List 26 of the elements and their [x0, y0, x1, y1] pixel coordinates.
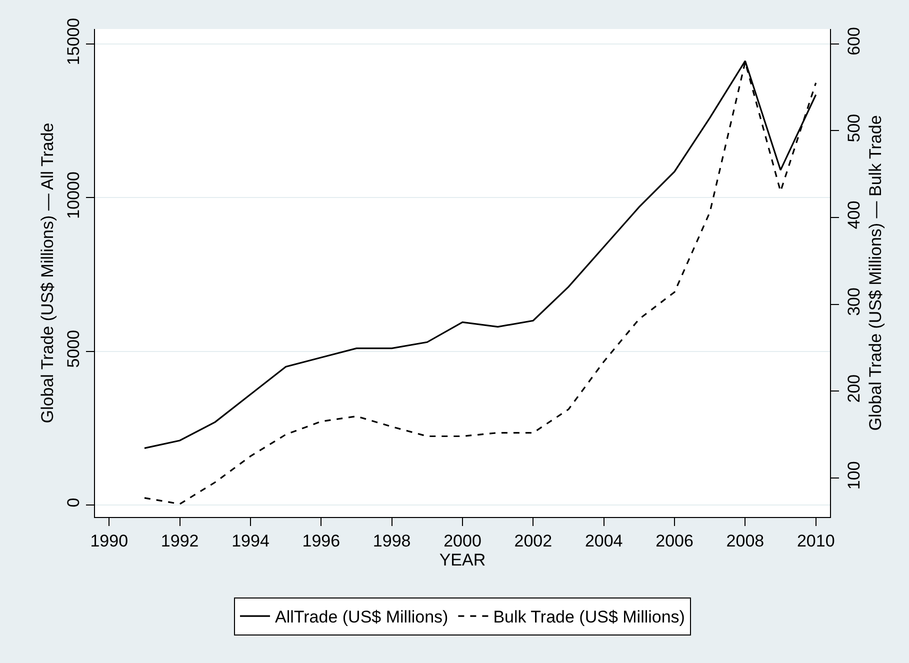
x-tick-label: 2008	[726, 531, 764, 550]
x-tick-label: 2004	[584, 531, 623, 550]
x-axis-title: YEAR	[439, 550, 486, 570]
y2-tick-label: 100	[844, 461, 864, 490]
x-tick-label: 1994	[232, 531, 270, 550]
x-tick-label: 2002	[514, 531, 552, 550]
y-tick-label: 0	[64, 498, 84, 508]
legend-label: Bulk Trade (US$ Millions)	[493, 608, 685, 627]
y-tick-label: 15000	[64, 18, 84, 66]
x-tick-label: 2006	[656, 531, 694, 550]
x-tick-label: 2000	[444, 531, 482, 550]
x-tick-label: 1990	[90, 531, 128, 550]
y-axis-title: Global Trade (US$ Millions) — All Trade	[38, 122, 57, 424]
y2-tick-label: 400	[844, 200, 864, 230]
y-tick-label: 10000	[64, 172, 84, 219]
legend-label: AllTrade (US$ Millions)	[275, 608, 448, 627]
x-tick-label: 1992	[160, 531, 199, 550]
y-tick-label: 5000	[64, 330, 84, 368]
y2-tick-label: 600	[844, 27, 864, 56]
y2-tick-label: 300	[844, 288, 864, 316]
y2-tick-label: 200	[844, 374, 864, 403]
y2-axis-title: Global Trade (US$ Millions) — Bulk Trade	[866, 115, 885, 431]
x-tick-label: 2010	[796, 531, 835, 550]
x-tick-label: 1996	[302, 531, 340, 550]
x-tick-label: 1998	[372, 531, 411, 550]
y2-tick-label: 500	[844, 114, 864, 142]
